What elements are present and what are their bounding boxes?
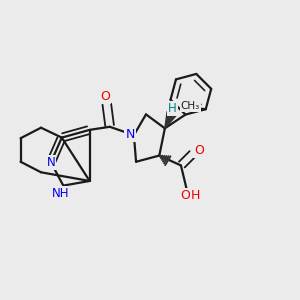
Text: O: O <box>100 90 110 103</box>
Text: N: N <box>46 156 55 169</box>
Text: H: H <box>190 189 200 202</box>
Text: H: H <box>168 102 177 115</box>
Text: NH: NH <box>52 187 69 200</box>
Text: O: O <box>194 143 204 157</box>
Text: O: O <box>181 189 190 202</box>
Polygon shape <box>165 111 176 128</box>
Text: CH₃: CH₃ <box>181 101 200 111</box>
Text: N: N <box>125 128 135 141</box>
